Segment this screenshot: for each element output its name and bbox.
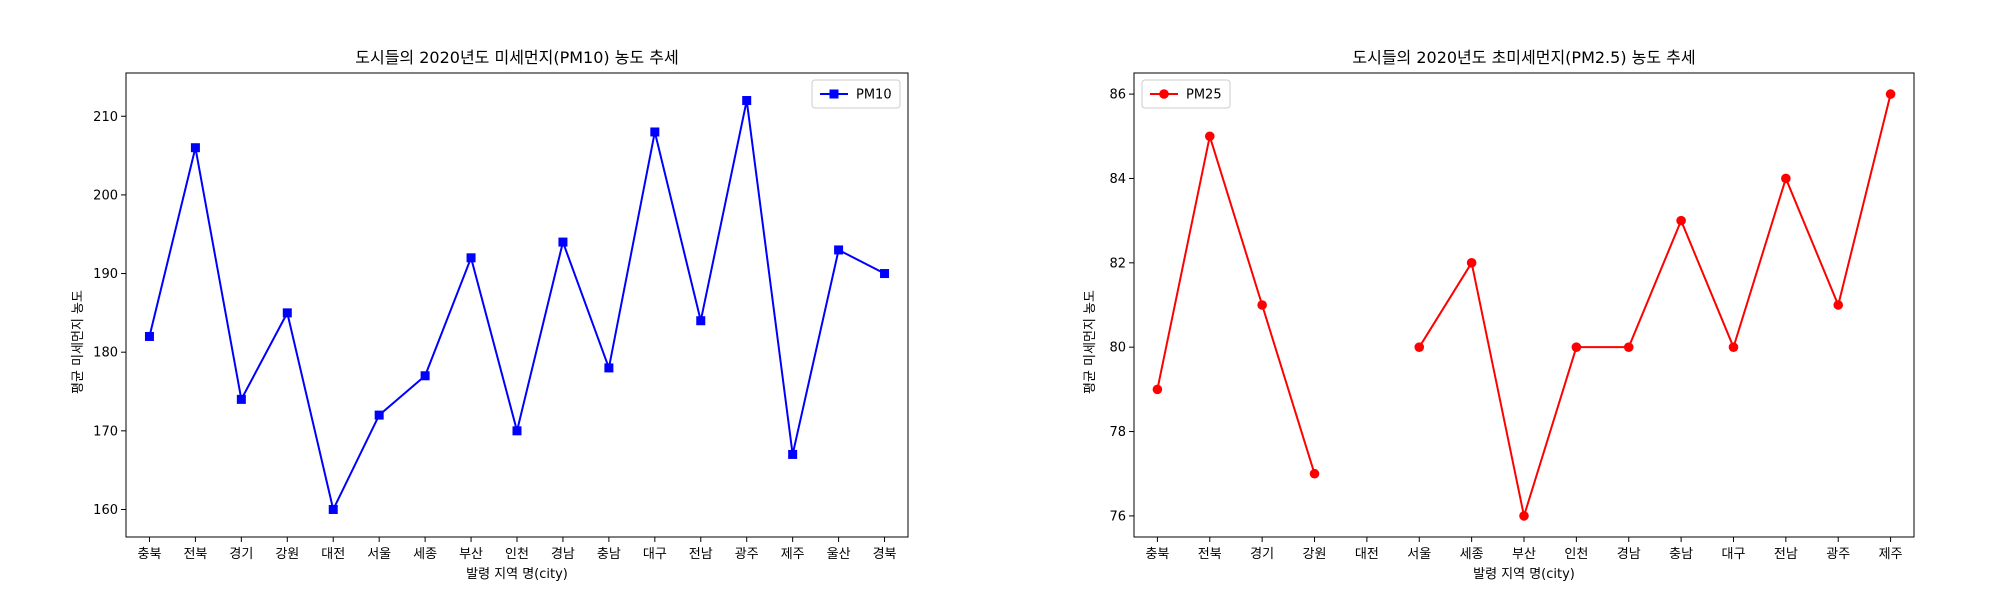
pm10-y-tick-label: 210: [93, 110, 118, 125]
pm25-x-tick-label: 전북: [1198, 547, 1222, 562]
pm25-y-tick-label: 86: [1109, 88, 1126, 103]
pm25-x-tick-label: 충북: [1145, 547, 1169, 562]
pm10-y-tick-label: 160: [93, 503, 118, 518]
pm25-x-tick-label: 세종: [1460, 547, 1484, 562]
pm10-x-tick-label: 대전: [321, 547, 345, 562]
pm25-data-point: [1204, 131, 1215, 142]
pm10-x-tick-label: 경북: [873, 547, 897, 562]
pm10-x-tick-label: 전남: [689, 547, 713, 562]
pm25-legend-marker: [1159, 89, 1169, 99]
pm25-x-tick-label: 부산: [1512, 547, 1536, 562]
pm25-x-tick-label: 대구: [1722, 547, 1746, 562]
pm10-data-point: [420, 371, 430, 381]
pm25-data-point: [1571, 342, 1582, 352]
pm25-x-tick-label: 광주: [1826, 547, 1850, 562]
chart-pm10-title: 도시들의 2020년도 미세먼지(PM10) 농도 추세: [355, 48, 678, 67]
pm10-x-tick-label: 충남: [597, 547, 621, 562]
chart-pm25-title: 도시들의 2020년도 초미세먼지(PM2.5) 농도 추세: [1352, 48, 1695, 67]
pm10-data-point: [880, 269, 890, 279]
pm10-y-tick-label: 200: [93, 188, 118, 203]
pm25-x-tick-label: 경기: [1250, 547, 1274, 562]
pm10-y-tick-label: 170: [93, 424, 118, 439]
pm25-x-tick-label: 강원: [1303, 547, 1327, 562]
pm25-series-line: [1156, 135, 1316, 475]
pm10-data-point: [190, 143, 200, 153]
chart-pm25-xlabel: 발령 지역 명(city): [1473, 567, 1575, 582]
pm10-data-point: [788, 449, 798, 459]
pm10-x-tick-label: 서울: [367, 547, 391, 562]
pm25-x-tick-label: 인천: [1564, 547, 1588, 562]
pm10-x-tick-label: 충북: [137, 547, 161, 562]
pm25-data-point: [1309, 468, 1320, 479]
pm10-series-line: [148, 100, 885, 513]
pm25-data-point: [1885, 89, 1896, 99]
pm25-legend-box: [1141, 79, 1231, 109]
pm10-x-tick-label: 경남: [551, 547, 575, 562]
pm10-y-tick-label: 180: [93, 346, 118, 361]
pm25-x-tick-label: 제주: [1879, 547, 1903, 562]
pm10-x-tick-label: 울산: [827, 547, 851, 562]
pm10-data-point: [558, 237, 568, 247]
pm25-y-tick-label: 78: [1109, 425, 1126, 440]
pm10-x-tick-label: 제주: [781, 547, 805, 562]
pm10-legend-box: [811, 79, 901, 109]
pm25-data-point: [1152, 384, 1163, 395]
pm25-y-tick-label: 76: [1109, 509, 1126, 524]
pm25-data-point: [1519, 511, 1529, 521]
pm10-data-point: [374, 410, 384, 420]
chart-pm10-xlabel: 발령 지역 명(city): [466, 567, 568, 582]
pm10-data-point: [282, 308, 292, 318]
pm10-data-point: [604, 363, 614, 373]
pm10-data-point: [512, 426, 522, 436]
chart-pm10: 도시들의 2020년도 미세먼지(PM10) 농도 추세 발령 지역 명(cit…: [71, 48, 909, 582]
pm25-legend-label: PM25: [1186, 88, 1222, 103]
chart-pm25-ylabel: 평균 미세먼지 농도: [1083, 290, 1098, 394]
pm10-x-tick-label: 인천: [505, 547, 529, 562]
pm10-x-tick-label: 경기: [229, 547, 253, 562]
pm25-y-tick-label: 82: [1109, 256, 1126, 271]
pm10-data-point: [236, 394, 246, 404]
pm25-y-tick-label: 80: [1109, 341, 1126, 356]
chart-pm25-plot-area: 충북 전북 경기 강원 대전 서울 세종 부산 인천 경남 충남 대구 전남 광주 제주 76 78 80 82 84…: [1109, 72, 1915, 562]
pm10-x-tick-label: 세종: [413, 547, 437, 562]
pm10-data-point: [834, 245, 844, 255]
pm25-data-point: [1676, 215, 1686, 226]
pm25-x-tick-label: 서울: [1407, 547, 1431, 562]
pm10-legend-marker: [829, 89, 839, 99]
pm10-x-tick-label: 광주: [735, 547, 759, 562]
pm10-plot-frame: [125, 72, 909, 538]
pm25-data-point: [1466, 258, 1477, 268]
pm25-series-line: [1418, 93, 1892, 517]
pm25-data-point: [1728, 342, 1739, 352]
pm10-data-point: [328, 504, 338, 514]
pm25-y-tick-label: 84: [1109, 172, 1126, 187]
pm25-data-point: [1257, 300, 1267, 310]
pm25-data-point: [1833, 300, 1844, 310]
pm10-x-tick-label: 전북: [183, 547, 207, 562]
pm25-x-tick-label: 충남: [1669, 547, 1693, 562]
pm10-data-point: [696, 316, 706, 326]
pm10-y-tick-label: 190: [93, 267, 118, 282]
pm25-x-tick-label: 대전: [1355, 547, 1379, 562]
pm10-x-tick-label: 대구: [643, 547, 667, 562]
pm25-data-point: [1414, 342, 1425, 352]
chart-pm10-ylabel: 평균 미세먼지 농도: [71, 290, 86, 394]
pm25-data-point: [1623, 342, 1634, 352]
pm10-data-point: [650, 127, 660, 137]
pm25-x-tick-label: 전남: [1774, 547, 1798, 562]
pm10-x-tick-label: 부산: [459, 547, 483, 562]
chart-pm25: 도시들의 2020년도 초미세먼지(PM2.5) 농도 추세 발령 지역 명(c…: [1083, 48, 1915, 582]
pm10-data-point: [742, 96, 752, 106]
pm10-x-tick-label: 강원: [275, 547, 299, 562]
chart-pm10-plot-area: 충북 전북 경기 강원 대전 서울 세종 부산 인천 경남 충남 대구 전남 광주 제주 울산 경북 160 170…: [93, 72, 909, 562]
pm10-data-point: [144, 331, 154, 341]
pm10-legend-label: PM10: [856, 88, 892, 103]
pm25-x-tick-label: 경남: [1617, 547, 1641, 562]
pm25-data-point: [1781, 173, 1791, 184]
pm25-plot-frame: [1133, 72, 1915, 538]
pm10-data-point: [466, 253, 476, 263]
